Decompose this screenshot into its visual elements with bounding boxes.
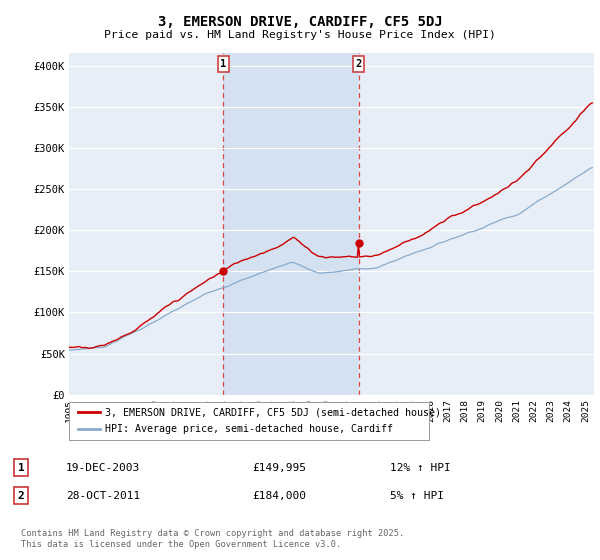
Text: 1: 1 [17, 463, 25, 473]
Text: Contains HM Land Registry data © Crown copyright and database right 2025.
This d: Contains HM Land Registry data © Crown c… [21, 529, 404, 549]
Text: 19-DEC-2003: 19-DEC-2003 [66, 463, 140, 473]
Text: 2: 2 [17, 491, 25, 501]
Text: 5% ↑ HPI: 5% ↑ HPI [390, 491, 444, 501]
Text: 3, EMERSON DRIVE, CARDIFF, CF5 5DJ: 3, EMERSON DRIVE, CARDIFF, CF5 5DJ [158, 15, 442, 29]
Text: Price paid vs. HM Land Registry's House Price Index (HPI): Price paid vs. HM Land Registry's House … [104, 30, 496, 40]
Text: £184,000: £184,000 [252, 491, 306, 501]
Bar [223, 53, 359, 395]
Text: 28-OCT-2011: 28-OCT-2011 [66, 491, 140, 501]
Text: HPI: Average price, semi-detached house, Cardiff: HPI: Average price, semi-detached house,… [105, 424, 393, 434]
Text: £149,995: £149,995 [252, 463, 306, 473]
Text: 12% ↑ HPI: 12% ↑ HPI [390, 463, 451, 473]
Text: 2: 2 [356, 59, 362, 69]
Text: 1: 1 [220, 59, 227, 69]
Text: 3, EMERSON DRIVE, CARDIFF, CF5 5DJ (semi-detached house): 3, EMERSON DRIVE, CARDIFF, CF5 5DJ (semi… [105, 407, 441, 417]
